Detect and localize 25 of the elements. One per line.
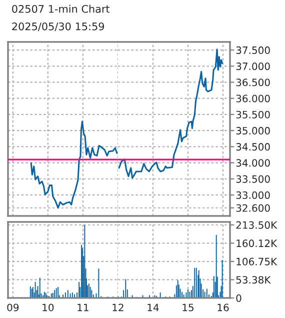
y-tick-label: 35.000: [236, 126, 270, 134]
y-tick-label: 32.600: [236, 204, 270, 212]
x-tick-label: 09: [7, 304, 19, 312]
y-tick-label: 160.12K: [236, 240, 278, 248]
y-tick-label: 33.000: [236, 191, 270, 199]
y-tick-label: 53.38K: [236, 276, 271, 284]
y-tick-label: 33.500: [236, 175, 270, 183]
x-tick-label: 10: [42, 304, 54, 312]
chart-title: 02507 1-min Chart: [12, 4, 110, 13]
y-tick-label: 34.500: [236, 143, 270, 151]
x-tick-label: 14: [148, 304, 159, 312]
chart-subtitle: 2025/05/30 15:59: [12, 22, 104, 32]
y-tick-label: 36.000: [236, 94, 270, 102]
x-tick-label: 16: [218, 304, 229, 312]
y-tick-label: 36.500: [236, 78, 270, 86]
x-tick-label: 12: [112, 304, 124, 312]
y-tick-label: 213.50K: [236, 221, 278, 229]
x-tick-label: 15: [182, 304, 194, 312]
y-tick-label: 35.500: [236, 110, 270, 118]
y-tick-label: 37.500: [236, 46, 270, 54]
y-tick-label: 34.000: [236, 159, 270, 167]
x-tick-label: 11: [78, 304, 88, 312]
y-tick-label: 0: [236, 294, 242, 302]
y-tick-label: 37.000: [236, 62, 270, 70]
y-tick-label: 106.75K: [236, 258, 278, 266]
